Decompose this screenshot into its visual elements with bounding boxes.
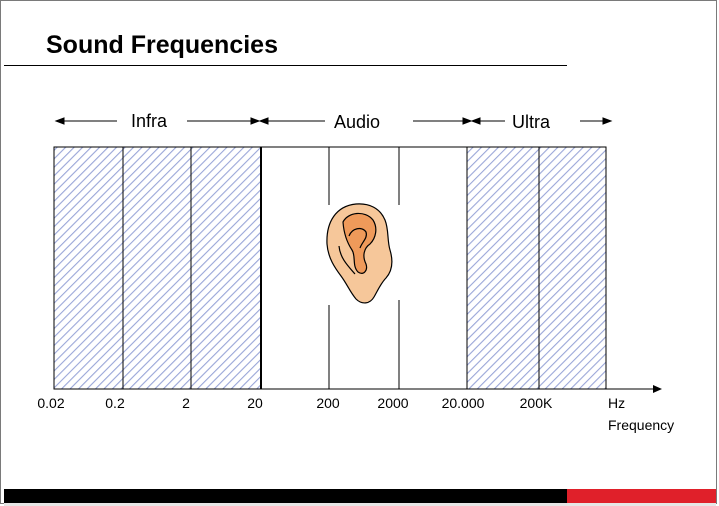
axis-unit: Hz <box>608 395 625 411</box>
band-label-infra: Infra <box>131 111 168 131</box>
ear-icon <box>326 203 393 304</box>
title-underline <box>4 65 567 66</box>
tick-label: 20.000 <box>442 395 485 411</box>
decade-dividers <box>122 147 540 389</box>
infra-region <box>53 146 262 390</box>
band-arrows <box>54 117 613 125</box>
tick-label: 0.02 <box>37 395 64 411</box>
slide-title: Sound Frequencies <box>46 31 278 59</box>
tick-label: 200 <box>316 395 340 411</box>
tick-label: 0.2 <box>105 395 125 411</box>
frequency-axis <box>54 385 662 393</box>
footer-line <box>4 503 716 506</box>
footer-bar-black <box>4 489 567 503</box>
tick-label: 2000 <box>377 395 408 411</box>
tick-label: 200K <box>520 395 553 411</box>
band-label-ultra: Ultra <box>512 112 551 132</box>
tick-labels: 0.02 0.2 2 20 200 2000 20.000 200K <box>37 395 553 411</box>
footer-bar-red <box>567 489 716 503</box>
ultra-region <box>466 146 607 390</box>
band-label-audio: Audio <box>334 112 380 132</box>
tick-label: 2 <box>182 395 190 411</box>
tick-label: 20 <box>247 395 263 411</box>
axis-label: Frequency <box>608 417 674 433</box>
